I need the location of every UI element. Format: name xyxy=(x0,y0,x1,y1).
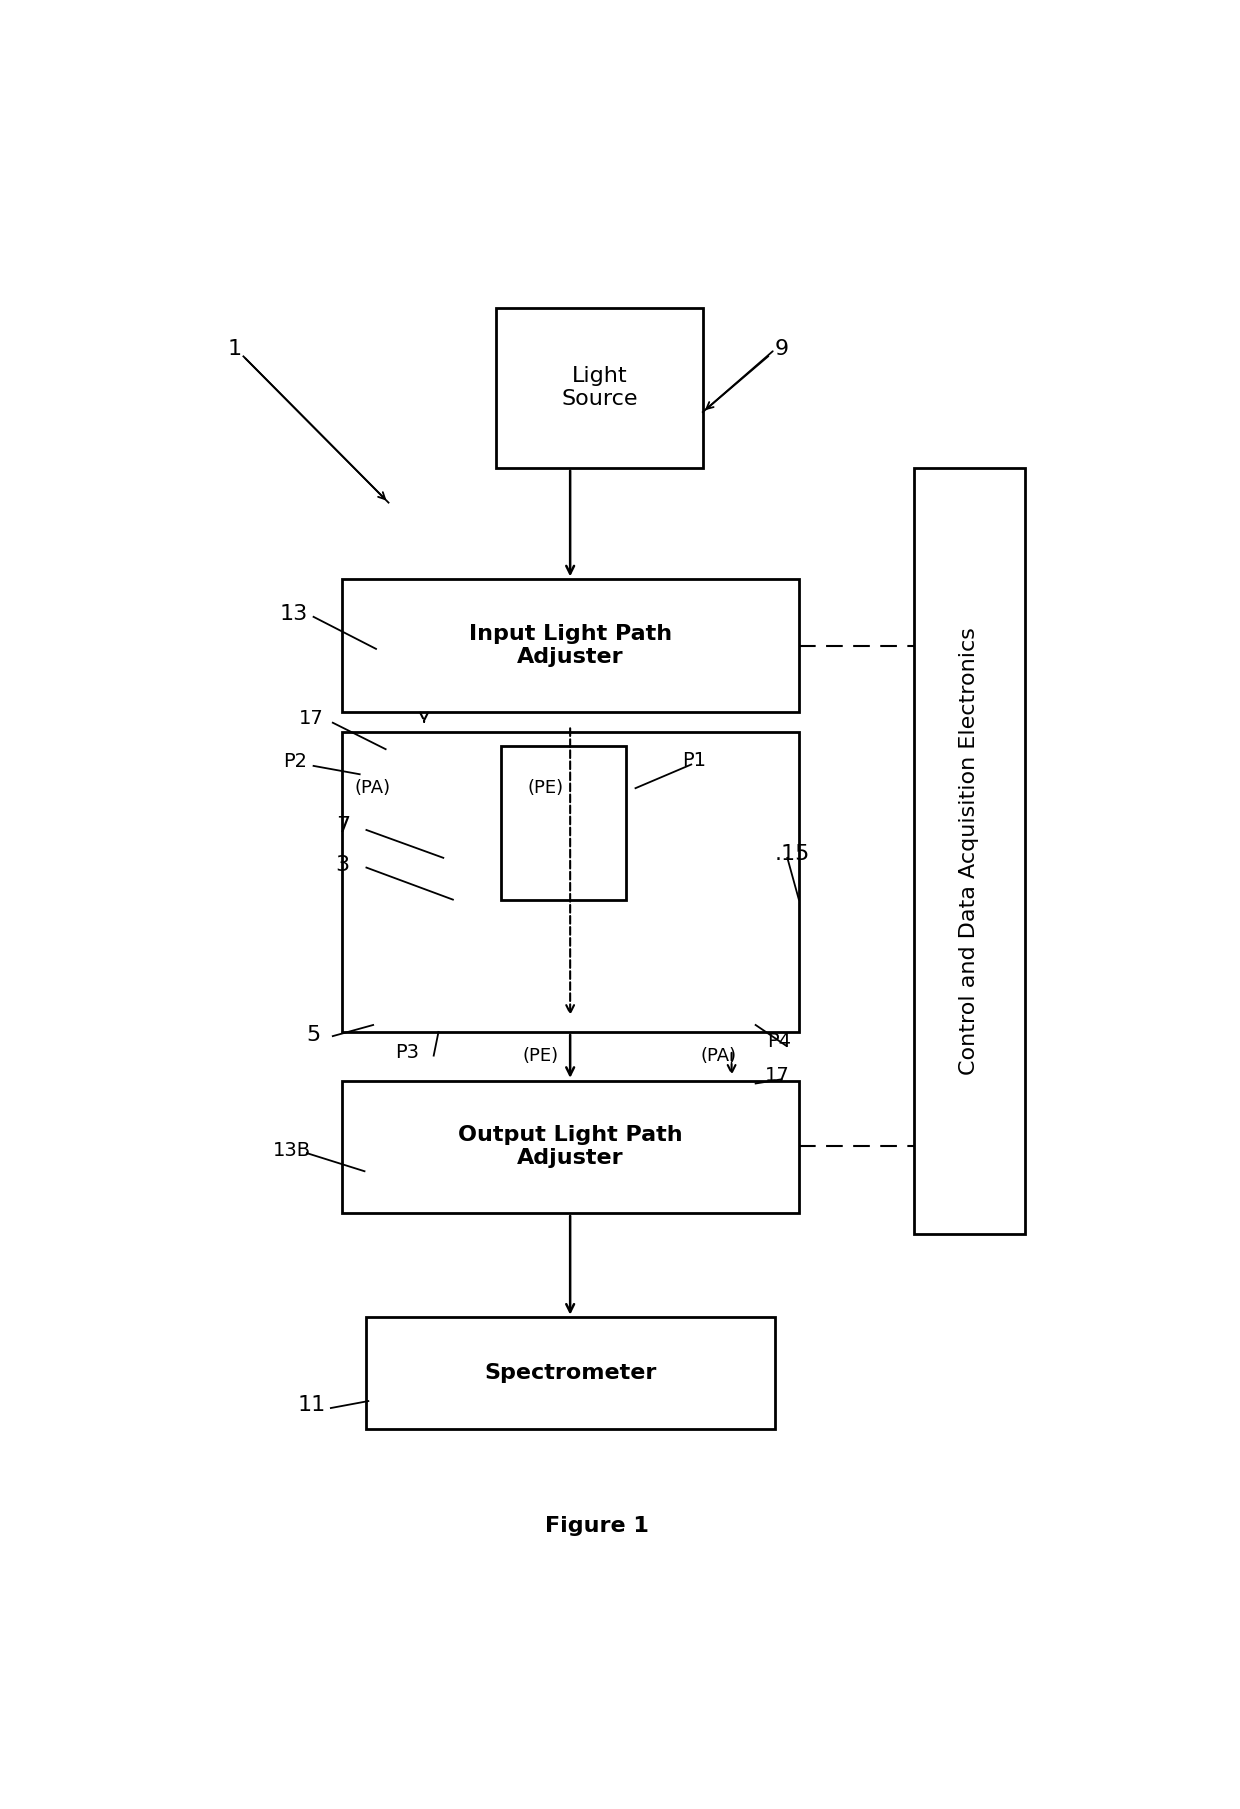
Text: P2: P2 xyxy=(283,753,306,771)
Text: 5: 5 xyxy=(306,1024,320,1046)
Bar xyxy=(342,579,799,711)
Bar xyxy=(501,747,626,899)
Text: 7: 7 xyxy=(336,816,350,836)
Bar xyxy=(496,308,703,469)
Text: 11: 11 xyxy=(298,1395,325,1415)
Bar xyxy=(367,1317,775,1429)
Text: P4: P4 xyxy=(768,1033,791,1051)
Text: P1: P1 xyxy=(682,751,706,771)
Text: Spectrometer: Spectrometer xyxy=(485,1364,657,1384)
Text: (PE): (PE) xyxy=(522,1047,558,1066)
Text: (PA): (PA) xyxy=(355,780,391,798)
Bar xyxy=(914,469,1024,1234)
Text: 3: 3 xyxy=(336,856,350,876)
Text: 17: 17 xyxy=(299,709,324,727)
Text: Light
Source: Light Source xyxy=(562,365,637,409)
Text: P3: P3 xyxy=(396,1044,419,1062)
Text: Control and Data Acquisition Electronics: Control and Data Acquisition Electronics xyxy=(960,628,980,1075)
Text: 13B: 13B xyxy=(273,1141,311,1160)
Text: Output Light Path
Adjuster: Output Light Path Adjuster xyxy=(459,1125,683,1169)
Text: 1: 1 xyxy=(227,340,242,360)
Text: 9: 9 xyxy=(775,340,789,360)
Text: 13: 13 xyxy=(280,604,309,624)
Bar xyxy=(342,1080,799,1214)
Text: Figure 1: Figure 1 xyxy=(546,1516,649,1536)
Text: (PA): (PA) xyxy=(701,1047,737,1066)
Bar xyxy=(342,733,799,1031)
Text: (PE): (PE) xyxy=(528,780,564,798)
Text: 17: 17 xyxy=(765,1066,790,1085)
Text: Input Light Path
Adjuster: Input Light Path Adjuster xyxy=(469,624,672,668)
Text: .15: .15 xyxy=(775,843,810,863)
